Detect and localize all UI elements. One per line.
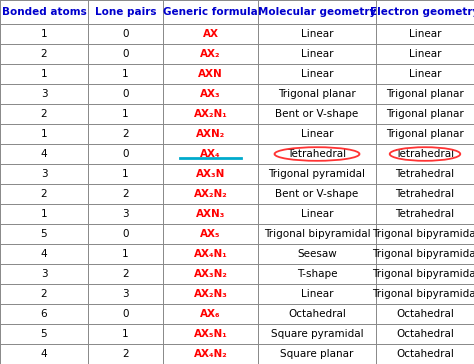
Text: 4: 4 [41, 349, 47, 359]
Text: Tetrahedral: Tetrahedral [395, 189, 455, 199]
Text: Tetrahedral: Tetrahedral [287, 149, 346, 159]
Text: 6: 6 [41, 309, 47, 319]
Text: Linear: Linear [301, 289, 333, 299]
Text: 3: 3 [122, 209, 129, 219]
Text: 1: 1 [122, 169, 129, 179]
Text: Lone pairs: Lone pairs [95, 7, 156, 17]
Text: Bent or V-shape: Bent or V-shape [275, 189, 359, 199]
Text: AX₂N₃: AX₂N₃ [193, 289, 228, 299]
Text: AX₂: AX₂ [200, 49, 221, 59]
Text: 0: 0 [122, 309, 129, 319]
Text: 1: 1 [122, 249, 129, 259]
Text: Trigonal planar: Trigonal planar [278, 89, 356, 99]
Text: Tetrahedral: Tetrahedral [395, 169, 455, 179]
Text: AX₄N₁: AX₄N₁ [193, 249, 228, 259]
Text: 2: 2 [122, 129, 129, 139]
Text: Trigonal bipyramidal: Trigonal bipyramidal [372, 249, 474, 259]
Text: 1: 1 [122, 69, 129, 79]
Text: AX₅: AX₅ [200, 229, 221, 239]
Text: Linear: Linear [301, 49, 333, 59]
Text: Molecular geometry: Molecular geometry [258, 7, 376, 17]
Text: Linear: Linear [409, 69, 441, 79]
Text: Trigonal bipyramidal: Trigonal bipyramidal [372, 289, 474, 299]
Text: 1: 1 [41, 29, 47, 39]
Text: Octahedral: Octahedral [396, 309, 454, 319]
Text: 5: 5 [41, 329, 47, 339]
Text: Trigonal bipyramidal: Trigonal bipyramidal [372, 229, 474, 239]
Text: AX₃N₂: AX₃N₂ [193, 269, 228, 279]
Text: AX₄N₂: AX₄N₂ [193, 349, 228, 359]
Text: 2: 2 [122, 269, 129, 279]
Text: 1: 1 [122, 109, 129, 119]
Text: 2: 2 [41, 49, 47, 59]
Text: 3: 3 [41, 169, 47, 179]
Text: AX₃: AX₃ [200, 89, 221, 99]
Text: AXN₂: AXN₂ [196, 129, 225, 139]
Text: Trigonal planar: Trigonal planar [386, 89, 464, 99]
Text: AX₆: AX₆ [200, 309, 221, 319]
Text: AXN₃: AXN₃ [196, 209, 225, 219]
Text: T-shape: T-shape [297, 269, 337, 279]
Text: AX₅N₁: AX₅N₁ [193, 329, 228, 339]
Text: Linear: Linear [301, 209, 333, 219]
Text: 0: 0 [122, 229, 129, 239]
Text: Square pyramidal: Square pyramidal [271, 329, 363, 339]
Text: 2: 2 [122, 349, 129, 359]
Text: AX₂N₂: AX₂N₂ [193, 189, 228, 199]
Text: Bent or V-shape: Bent or V-shape [275, 109, 359, 119]
Text: Square planar: Square planar [280, 349, 354, 359]
Text: Tetrahedral: Tetrahedral [395, 209, 455, 219]
Text: 1: 1 [41, 69, 47, 79]
Text: Trigonal planar: Trigonal planar [386, 109, 464, 119]
Text: Electron geometry: Electron geometry [370, 7, 474, 17]
Text: AXN: AXN [198, 69, 223, 79]
Text: Octahedral: Octahedral [396, 349, 454, 359]
Text: 3: 3 [41, 89, 47, 99]
Text: 5: 5 [41, 229, 47, 239]
Text: Trigonal planar: Trigonal planar [386, 129, 464, 139]
Text: Bonded atoms: Bonded atoms [1, 7, 86, 17]
Text: 2: 2 [122, 189, 129, 199]
Text: 0: 0 [122, 149, 129, 159]
Text: 1: 1 [122, 329, 129, 339]
Text: 3: 3 [41, 269, 47, 279]
Text: Linear: Linear [301, 129, 333, 139]
Text: Octahedral: Octahedral [396, 329, 454, 339]
Text: Seesaw: Seesaw [297, 249, 337, 259]
Text: Linear: Linear [301, 29, 333, 39]
Text: 1: 1 [41, 129, 47, 139]
Text: Trigonal pyramidal: Trigonal pyramidal [268, 169, 365, 179]
Text: 4: 4 [41, 249, 47, 259]
Text: 4: 4 [41, 149, 47, 159]
Text: 3: 3 [122, 289, 129, 299]
Text: AX: AX [202, 29, 219, 39]
Text: 1: 1 [41, 209, 47, 219]
Text: Tetrahedral: Tetrahedral [395, 149, 455, 159]
Text: Trigonal bipyramidal: Trigonal bipyramidal [264, 229, 370, 239]
Text: Linear: Linear [409, 29, 441, 39]
Text: 0: 0 [122, 29, 129, 39]
Text: Trigonal bipyramidal: Trigonal bipyramidal [372, 269, 474, 279]
Text: Octahedral: Octahedral [288, 309, 346, 319]
Text: 2: 2 [41, 109, 47, 119]
Text: AX₂N₁: AX₂N₁ [193, 109, 228, 119]
Text: 2: 2 [41, 289, 47, 299]
Text: AX₄: AX₄ [200, 149, 221, 159]
Text: Linear: Linear [409, 49, 441, 59]
Text: Generic formula: Generic formula [163, 7, 258, 17]
Text: 2: 2 [41, 189, 47, 199]
Text: 0: 0 [122, 89, 129, 99]
Text: 0: 0 [122, 49, 129, 59]
Text: AX₃N: AX₃N [196, 169, 225, 179]
Text: Linear: Linear [301, 69, 333, 79]
